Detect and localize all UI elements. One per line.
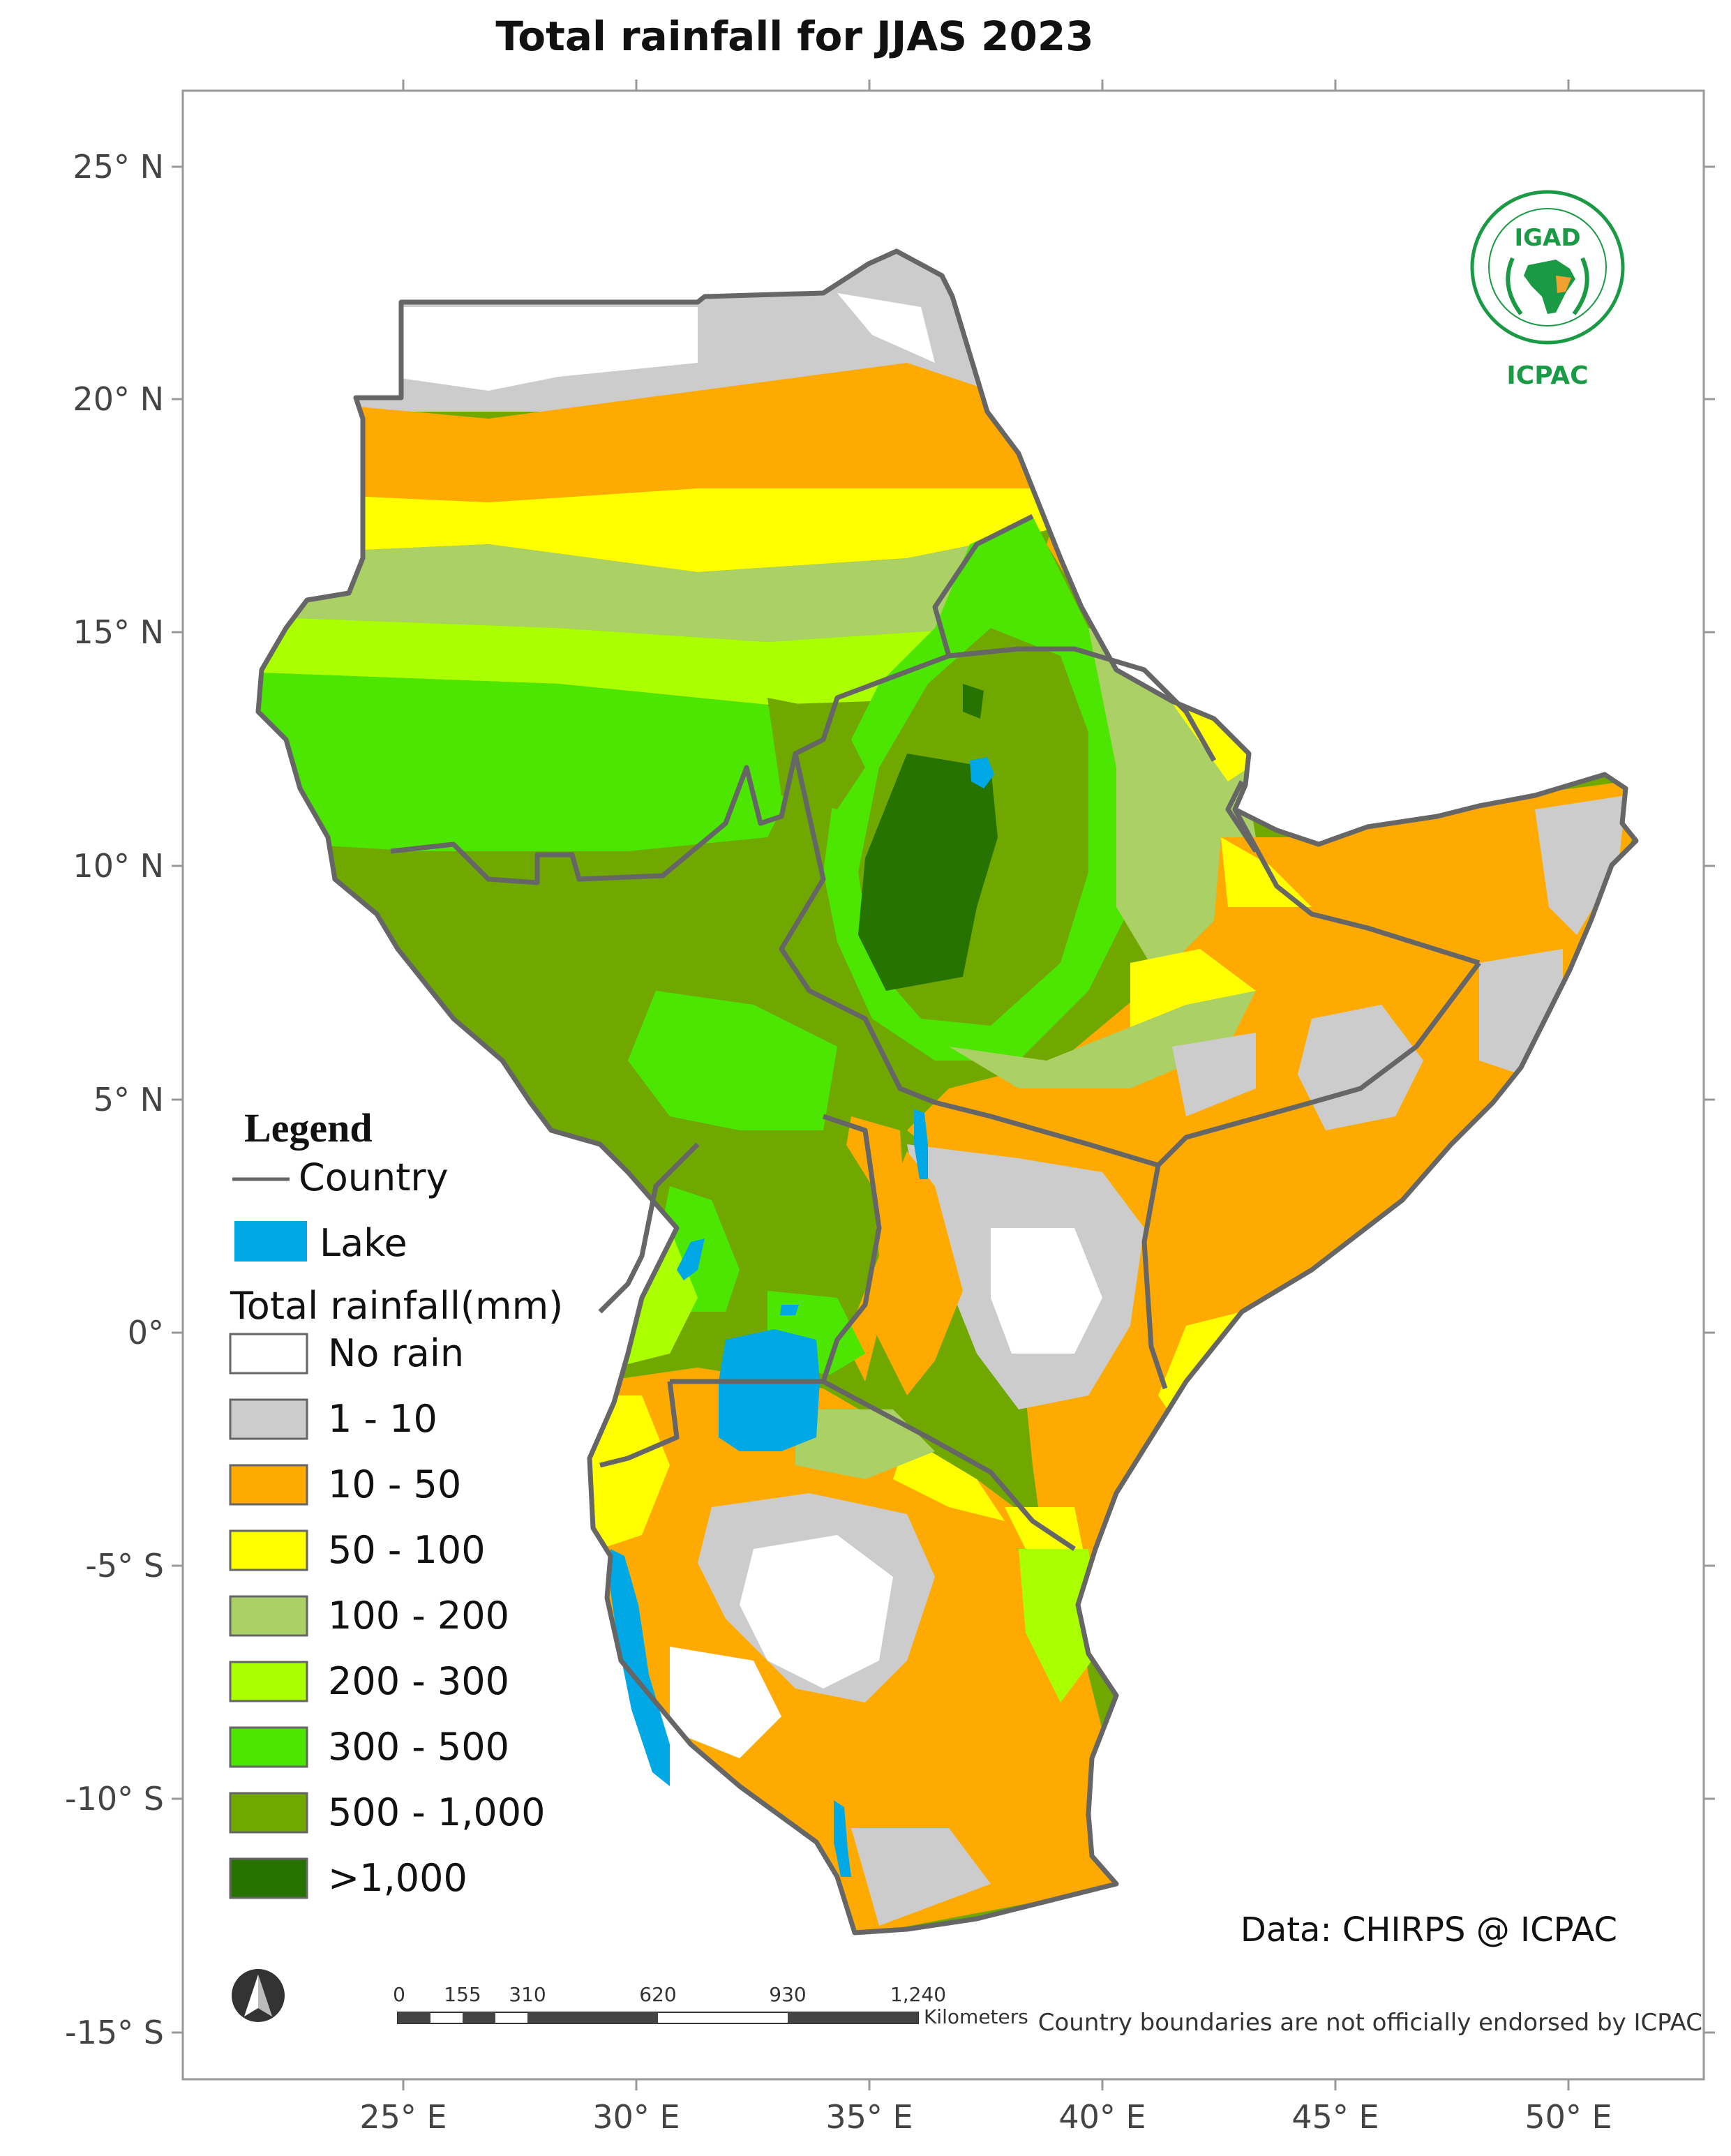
lon-label: 45° E xyxy=(1291,2098,1379,2136)
scale-label: 1,240 xyxy=(890,1983,946,2006)
legend-classes: No rain 1 - 10 10 - 50 50 - 100 100 - 200 200… xyxy=(229,1331,545,1900)
map-title: Total rainfall for JJAS 2023 xyxy=(495,13,1093,60)
legend-class-label: No rain xyxy=(328,1331,464,1375)
legend-class-label: 10 - 50 xyxy=(328,1462,461,1506)
lat-label: 5° N xyxy=(93,1081,164,1118)
logo-top-text: IGAD xyxy=(1514,224,1580,252)
lat-label: 0° xyxy=(128,1314,164,1352)
lon-label: 30° E xyxy=(592,2098,680,2136)
lon-label: 50° E xyxy=(1524,2098,1612,2136)
legend-title: Legend xyxy=(244,1105,373,1151)
legend-class-label: 1 - 10 xyxy=(328,1397,437,1441)
africa-icon xyxy=(1524,260,1575,314)
scale-label: 155 xyxy=(444,1983,481,2006)
lake-tanganyika xyxy=(610,1549,670,1786)
lake-tana xyxy=(970,757,994,788)
logo-bottom-text: ICPAC xyxy=(1506,361,1588,390)
legend-class-label: 100 - 200 xyxy=(328,1594,509,1638)
legend-lake-label: Lake xyxy=(320,1221,407,1265)
lat-label: 10° N xyxy=(73,847,164,885)
lat-label: 15° N xyxy=(73,613,164,651)
scale-label: 930 xyxy=(769,1983,806,2006)
legend-swatch xyxy=(229,1595,308,1637)
legend-swatch xyxy=(229,1398,308,1440)
scale-label: 0 xyxy=(393,1983,405,2006)
lat-label: -10° S xyxy=(65,1780,164,1818)
lat-label: -5° S xyxy=(85,1547,164,1585)
legend-class-label: 50 - 100 xyxy=(328,1528,486,1572)
country-boundaries xyxy=(258,251,1636,1933)
boundary-disclaimer: Country boundaries are not officially en… xyxy=(1038,2009,1702,2037)
lake-kyoga xyxy=(780,1305,799,1315)
scale-label: 310 xyxy=(509,1983,546,2006)
legend-swatch xyxy=(229,1661,308,1702)
lat-label: 25° N xyxy=(73,148,164,186)
latitude-labels: 25° N 20° N 15° N 10° N 5° N 0° -5° S -1… xyxy=(65,148,164,2051)
legend-lake-swatch xyxy=(234,1221,307,1262)
lat-label: -15° S xyxy=(65,2014,164,2051)
lake-malawi xyxy=(834,1800,851,1877)
legend-class-label: 300 - 500 xyxy=(328,1725,509,1769)
lon-label: 35° E xyxy=(825,2098,913,2136)
lat-label: 20° N xyxy=(73,380,164,418)
lakes-layer xyxy=(610,757,994,1877)
legend-swatch xyxy=(229,1333,308,1375)
lon-label: 40° E xyxy=(1058,2098,1146,2136)
legend-swatch xyxy=(229,1792,308,1834)
axis-ticks xyxy=(172,80,1715,2090)
legend-swatch xyxy=(229,1857,308,1899)
lake-victoria xyxy=(719,1329,820,1451)
legend-class-label: >1,000 xyxy=(328,1856,467,1900)
legend-class-label: 500 - 1,000 xyxy=(328,1790,545,1834)
scale-unit: Kilometers xyxy=(924,2005,1028,2028)
north-arrow-icon xyxy=(232,1969,285,2022)
lake-turkana xyxy=(914,1109,928,1179)
icpac-logo: IGAD ICPAC xyxy=(1470,190,1625,390)
scale-label: 620 xyxy=(639,1983,676,2006)
longitude-labels: 25° E 30° E 35° E 40° E 45° E 50° E xyxy=(359,2098,1612,2136)
legend-country-label: Country xyxy=(299,1155,449,1199)
legend-class-label: 200 - 300 xyxy=(328,1659,509,1703)
legend-swatch xyxy=(229,1464,308,1506)
legend-swatch xyxy=(229,1726,308,1768)
lake-albert xyxy=(677,1238,705,1280)
legend-rainfall-title: Total rainfall(mm) xyxy=(230,1284,563,1328)
legend: Legend Country Lake Total rainfall(mm) N… xyxy=(229,1105,563,1900)
lon-label: 25° E xyxy=(359,2098,447,2136)
data-credit: Data: CHIRPS @ ICPAC xyxy=(1241,1910,1617,1949)
scale-bar: 0 155 310 620 930 1,240 Kilometers xyxy=(393,1983,1028,2028)
legend-swatch xyxy=(229,1529,308,1571)
